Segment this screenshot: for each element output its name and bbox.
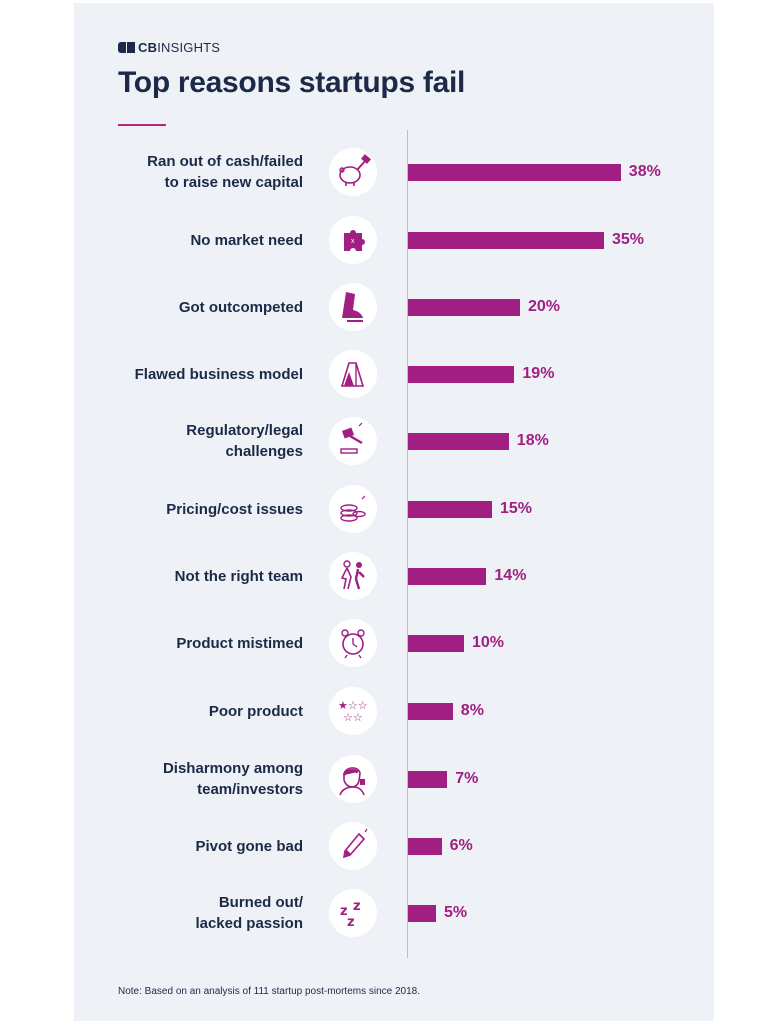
bar-category-label-line: team/investors <box>197 781 303 798</box>
bar <box>408 231 604 249</box>
piggy-bank-hammer-icon <box>329 148 377 196</box>
bar <box>408 432 509 450</box>
logo-text-bold: CB <box>138 39 158 55</box>
alarm-clock-icon <box>329 619 377 667</box>
svg-text:z: z <box>347 915 355 930</box>
bar-value-label: 20% <box>528 298 561 315</box>
cb-logo-mark-icon <box>118 41 135 53</box>
bar-category-label-line: Not the right team <box>174 567 303 585</box>
bar-category-label: Burned out/lacked passion <box>83 892 303 934</box>
bar <box>408 702 453 720</box>
bar-value-label: 19% <box>522 365 555 382</box>
bar <box>408 365 515 383</box>
bar-value-label: 18% <box>516 432 549 449</box>
svg-text:x: x <box>351 238 355 245</box>
bar <box>408 567 487 585</box>
bar-category-label: Not the right team <box>83 566 303 587</box>
running-shoe-icon <box>329 283 377 331</box>
bar-category-label-line: Disharmony among <box>162 760 303 777</box>
bar <box>408 837 442 855</box>
bar-value-label: 35% <box>612 231 645 248</box>
svg-text:☆☆: ☆☆ <box>343 711 363 724</box>
bar-category-label-line: challenges <box>225 443 303 460</box>
bar <box>408 770 448 788</box>
bar-category-label: Ran out of cash/failed to raise new capit… <box>83 151 303 193</box>
bar-category-label-line: Product mistimed <box>176 634 303 652</box>
bar-category-label: Pricing/cost issues <box>83 499 303 520</box>
svg-text:★☆☆: ★☆☆ <box>338 699 368 712</box>
bar-category-label: Pivot gone bad <box>83 836 303 857</box>
bar <box>408 904 436 922</box>
team-people-icon <box>329 552 377 600</box>
bar-category-label: Got outcompeted <box>83 297 303 318</box>
bar-value-label: 6% <box>449 837 473 854</box>
svg-text:z: z <box>353 899 361 914</box>
gavel-icon <box>329 417 377 465</box>
bar-category-label-line: Got outcompeted <box>178 298 303 316</box>
chart-axis-line <box>407 130 408 958</box>
bar-category-label-line: Regulatory/legal <box>186 422 303 439</box>
puzzle-piece-icon: x <box>329 216 377 264</box>
bar-category-label-line: Ran out of cash/failed <box>147 153 303 170</box>
bar-category-label-line: Pricing/cost issues <box>166 500 303 518</box>
bar-category-label-line: Flawed business model <box>134 365 303 383</box>
bar-category-label: Disharmony among team/investors <box>83 758 303 800</box>
star-rating-icon: ★☆☆ ☆☆ <box>329 687 377 735</box>
bar-value-label: 8% <box>460 702 484 719</box>
bar-value-label: 14% <box>494 567 527 584</box>
bar-category-label: Regulatory/legal challenges <box>83 420 303 462</box>
footnote: Note: Based on an analysis of 111 startu… <box>118 986 421 997</box>
bar-category-label-line: Pivot gone bad <box>195 837 303 855</box>
frustrated-person-icon <box>329 755 377 803</box>
bar <box>408 298 520 316</box>
bar-category-label: Flawed business model <box>83 364 303 385</box>
bar-category-label-line: to raise new capital <box>164 174 303 191</box>
cb-insights-logo: CB INSIGHTS <box>118 39 220 55</box>
bar-value-label: 5% <box>444 904 468 921</box>
bar-category-label: No market need <box>83 230 303 251</box>
coin-stack-icon <box>329 485 377 533</box>
bar-value-label: 15% <box>500 500 533 517</box>
bar-category-label: Product mistimed <box>83 633 303 654</box>
pen-icon <box>329 822 377 870</box>
bar-category-label-line: Poor product <box>208 702 303 720</box>
bar <box>408 634 464 652</box>
svg-text:z: z <box>340 904 348 919</box>
bar-value-label: 38% <box>628 163 661 180</box>
page-title: Top reasons startups fail <box>118 66 466 99</box>
bar <box>408 500 492 518</box>
bar-value-label: 10% <box>472 634 505 651</box>
bar <box>408 163 621 181</box>
bar-category-label: Poor product <box>83 701 303 722</box>
bar-value-label: 7% <box>455 770 479 787</box>
logo-text-rest: INSIGHTS <box>157 39 221 55</box>
bar-category-label-line: Burned out/ <box>218 894 303 911</box>
bar-category-label-line: No market need <box>190 231 303 249</box>
card-house-icon <box>329 350 377 398</box>
title-underline <box>118 124 166 126</box>
bar-category-label-line: lacked passion <box>195 915 303 932</box>
